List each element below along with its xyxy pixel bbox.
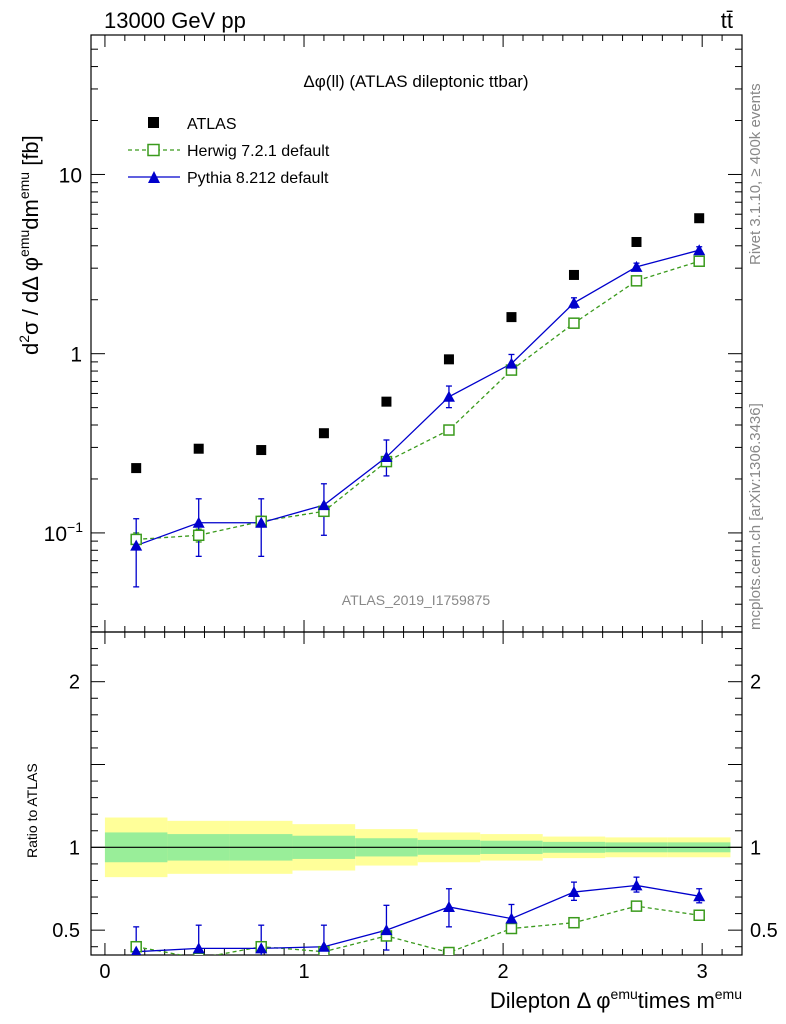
atlas-point [318, 428, 329, 439]
x-tick-label: 3 [697, 961, 708, 983]
herwig-ratio-point [693, 909, 705, 921]
atlas-point [631, 236, 642, 247]
y-tick-label-main: 1 [70, 344, 82, 367]
process-label: tt̄ [721, 8, 733, 33]
legend: ATLAS Herwig 7.2.1 default Pythia 8.212 … [128, 116, 330, 187]
pythia-point [505, 357, 518, 369]
mcplots-note: mcplots.cern.ch [arXiv:1306.3436] [747, 403, 764, 630]
pythia-point [192, 516, 205, 528]
pythia-ratio-point [131, 945, 142, 955]
herwig-ratio-point [192, 952, 205, 955]
pythia-point [442, 390, 455, 402]
herwig-point [630, 275, 643, 287]
x-axis-label: Dilepton Δ φemutimes memu [490, 986, 742, 1013]
pythia-ratio-point [630, 879, 643, 891]
watermark: ATLAS_2019_I1759875 [342, 592, 491, 608]
atlas-point [131, 463, 142, 474]
chart-title: Δφ(ll) (ATLAS dileptonic ttbar) [303, 72, 528, 91]
herwig-point [693, 255, 705, 267]
herwig-line [136, 260, 700, 541]
pythia-ratio-point [380, 924, 393, 936]
ratio-frame [90, 631, 743, 956]
pythia-point [380, 451, 393, 463]
y-tick-label-main: 10 [59, 164, 82, 187]
pythia-point [693, 244, 706, 256]
herwig-point [192, 529, 205, 542]
energy-label: 13000 GeV pp [104, 8, 246, 33]
rivet-note: Rivet 3.1.10, ≥ 400k events [747, 83, 764, 265]
y-tick-label-ratio-right: 1 [750, 837, 761, 859]
pythia-line [135, 249, 700, 547]
y-tick-label-ratio-right: 0.5 [750, 920, 778, 942]
herwig-ratio-point [505, 922, 518, 935]
main-panel: Δφ(ll) (ATLAS dileptonic ttbar) ATLAS_20… [16, 34, 743, 955]
pythia-ratio-line [136, 884, 700, 953]
legend-label-pythia: Pythia 8.212 default [187, 170, 329, 187]
y-tick-label-main: 10−1 [44, 519, 84, 546]
x-tick-label: 1 [298, 961, 309, 983]
atlas-point [443, 354, 454, 365]
atlas-point [193, 443, 204, 454]
atlas-point [506, 312, 517, 323]
herwig-ratio-point [630, 900, 643, 912]
atlas-point [694, 213, 705, 224]
legend-label-herwig: Herwig 7.2.1 default [187, 143, 330, 160]
herwig-point [443, 424, 455, 436]
pythia-ratio-point [693, 890, 706, 902]
atlas-point [568, 269, 579, 280]
pythia-ratio-point [505, 912, 518, 924]
legend-marker-herwig [147, 143, 160, 157]
pythia-point [567, 296, 580, 308]
x-tick-label: 0 [99, 961, 110, 983]
y-tick-label-ratio-right: 2 [750, 672, 761, 694]
herwig-ratio-point [568, 916, 580, 929]
atlas-point [381, 396, 392, 407]
herwig-ratio-point [443, 946, 455, 955]
pythia-ratio-point [442, 900, 455, 912]
pythia-point [255, 516, 268, 528]
herwig-point [568, 317, 580, 329]
pythia-point [630, 260, 643, 272]
pythia-ratio-point [317, 940, 330, 952]
y-tick-label-ratio: 2 [69, 672, 80, 694]
legend-marker-atlas [148, 117, 159, 128]
ratio-panel: Ratio to ATLAS 0.5 0.5 1 1 2 2 [24, 631, 778, 956]
pythia-ratio-point [255, 942, 268, 954]
ratio-y-label: Ratio to ATLAS [24, 763, 40, 858]
pythia-ratio-point [567, 886, 580, 898]
y-axis-label: d2σ / dΔ φemudmemu [fb] [16, 135, 43, 355]
legend-label-atlas: ATLAS [187, 116, 237, 133]
pythia-point [130, 539, 143, 551]
legend-marker-pythia [148, 171, 160, 183]
atlas-point [256, 445, 267, 456]
herwig-ratio-line [136, 905, 700, 955]
y-tick-label-ratio: 1 [69, 837, 80, 859]
x-tick-label: 2 [498, 961, 509, 983]
y-tick-label-ratio: 0.5 [52, 920, 80, 942]
pythia-ratio-point [192, 942, 205, 954]
pythia-point [317, 499, 330, 511]
